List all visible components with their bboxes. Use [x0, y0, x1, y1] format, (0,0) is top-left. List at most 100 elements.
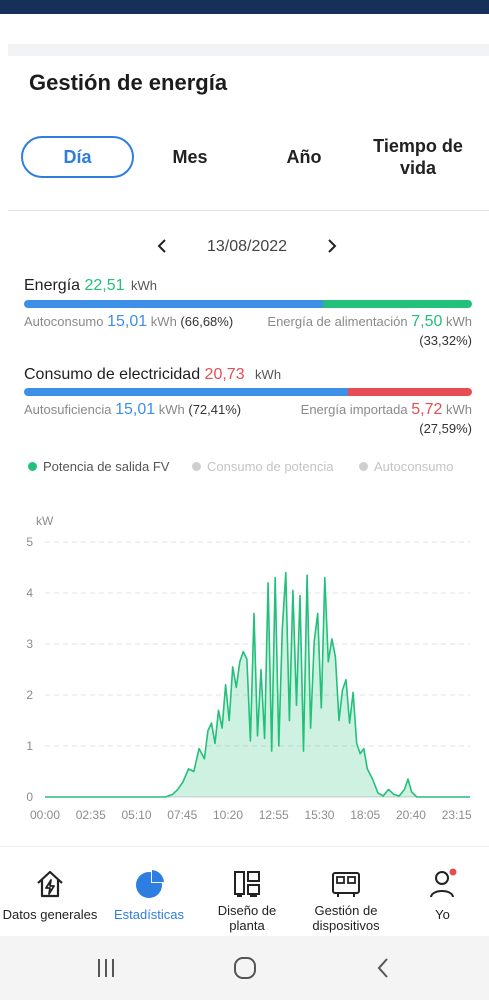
tabs-divider: [8, 210, 489, 211]
back-chevron-icon: [377, 958, 388, 978]
bottom-navigation: Datos generales Estadísticas Diseño de p…: [0, 846, 489, 936]
self-sufficiency-label: Autosuficiencia: [24, 402, 112, 417]
recent-apps-button[interactable]: [86, 952, 126, 984]
self-sufficiency-unit: kWh: [158, 402, 185, 417]
next-day-button[interactable]: [322, 236, 342, 256]
status-bar: [0, 0, 489, 14]
back-button[interactable]: [364, 952, 404, 984]
home-bolt-icon: [33, 867, 67, 901]
x-tick-label: 12:55: [259, 808, 289, 822]
layout-icon: [230, 867, 264, 901]
feed-in-value: 7,50: [411, 313, 443, 330]
energy-split-bar: [24, 300, 472, 308]
tab-day[interactable]: Día: [21, 136, 134, 178]
imported-label: Energía importada: [300, 402, 408, 417]
consumption-split-bar: [24, 388, 472, 396]
feed-in-stat: Energía de alimentación 7,50 kWh: [267, 313, 472, 331]
page-title: Gestión de energía: [29, 70, 228, 95]
system-navigation-bar: [0, 936, 489, 1000]
nav-device-management[interactable]: Gestión de dispositivos: [296, 847, 396, 937]
y-tick-label: 2: [26, 688, 33, 702]
home-circle-icon: [234, 957, 256, 979]
legend-self-consumption-label: Autoconsumo: [374, 459, 454, 474]
x-tick-label: 02:35: [76, 808, 106, 822]
legend-power-consumption-label: Consumo de potencia: [207, 459, 334, 474]
self-use-value: 15,01: [107, 313, 148, 330]
imported-stat: Energía importada 5,72 kWh: [301, 401, 472, 419]
self-use-unit: kWh: [150, 314, 177, 329]
legend-dot-icon: [28, 462, 37, 471]
self-sufficiency-stat: Autosuficiencia 15,01 kWh (72,41%): [24, 401, 241, 419]
device-icon: [329, 867, 363, 901]
recent-apps-icon: [98, 959, 114, 977]
legend-self-consumption[interactable]: Autoconsumo: [359, 459, 454, 474]
imported-unit: kWh: [446, 402, 472, 417]
self-sufficiency-percent: (72,41%): [188, 402, 242, 417]
self-sufficiency-value: 15,01: [115, 401, 156, 418]
current-date[interactable]: 13/08/2022: [206, 238, 288, 255]
self-use-segment: [24, 300, 323, 308]
y-tick-label: 4: [26, 586, 33, 600]
x-tick-label: 23:15: [442, 808, 472, 822]
nav-overview[interactable]: Datos generales: [0, 847, 100, 937]
nav-plant-layout[interactable]: Diseño de planta: [198, 847, 296, 937]
legend-pv-output-label: Potencia de salida FV: [43, 459, 170, 474]
x-tick-label: 07:45: [167, 808, 197, 822]
x-tick-label: 15:30: [304, 808, 334, 822]
energy-unit: kWh: [131, 278, 157, 293]
self-use-percent: (66,68%): [180, 314, 234, 329]
pv-output-chart[interactable]: kW 0 1 2 3 4 5 00:00 02:35 05:10 07:45 10:20 12:55…: [0, 508, 489, 830]
tab-year-label: Año: [286, 147, 322, 167]
y-tick-label: 1: [26, 739, 33, 753]
series-line: [45, 571, 470, 798]
tab-month-label: Mes: [172, 147, 208, 167]
chevron-right-icon: [328, 239, 337, 253]
tab-lifetime[interactable]: Tiempo de vida: [364, 133, 472, 181]
imported-percent: (27,59%): [419, 421, 472, 436]
y-tick-label: 3: [26, 637, 33, 651]
nav-statistics[interactable]: Estadísticas: [100, 847, 198, 937]
y-tick-label: 0: [26, 790, 33, 804]
x-tick-label: 10:20: [213, 808, 243, 822]
imported-segment: [348, 388, 472, 396]
consumption-value: 20,73: [204, 366, 245, 383]
home-button[interactable]: [225, 952, 265, 984]
energy-value: 22,51: [84, 277, 125, 294]
legend-pv-output[interactable]: Potencia de salida FV: [28, 459, 169, 474]
header-separator: [8, 44, 489, 56]
imported-value: 5,72: [411, 401, 443, 418]
feed-in-unit: kWh: [446, 314, 472, 329]
tab-day-label: Día: [63, 147, 92, 167]
previous-day-button[interactable]: [152, 236, 172, 256]
feed-in-percent: (33,32%): [419, 333, 472, 348]
self-use-label: Autoconsumo: [24, 314, 104, 329]
nav-me[interactable]: Yo: [396, 847, 489, 937]
tab-year[interactable]: Año: [254, 136, 354, 178]
date-navigator: 13/08/2022: [0, 232, 489, 262]
user-icon: [426, 867, 460, 901]
feed-in-segment: [322, 300, 472, 308]
consumption-label: Consumo de electricidad: [24, 366, 201, 383]
nav-me-label: Yo: [435, 907, 450, 922]
period-tabs: Día Mes Año Tiempo de vida: [0, 133, 489, 187]
legend-power-consumption[interactable]: Consumo de potencia: [192, 459, 333, 474]
consumption-unit: kWh: [255, 367, 282, 382]
feed-in-label: Energía de alimentación: [267, 314, 408, 329]
chevron-left-icon: [157, 239, 166, 253]
x-tick-label: 20:40: [396, 808, 426, 822]
consumption-title: Consumo de electricidad 20,73 kWh: [24, 366, 281, 384]
chart-legend: Potencia de salida FV Consumo de potenci…: [28, 459, 488, 477]
self-sufficiency-segment: [24, 388, 349, 396]
energy-title: Energía 22,51 kWh: [24, 277, 157, 295]
nav-statistics-label: Estadísticas: [113, 907, 185, 922]
x-tick-label: 05:10: [121, 808, 151, 822]
pie-chart-icon: [132, 867, 166, 901]
series-area: [45, 572, 470, 797]
legend-dot-icon: [192, 462, 201, 471]
self-use-stat: Autoconsumo 15,01 kWh (66,68%): [24, 313, 233, 331]
y-axis-unit: kW: [36, 514, 54, 528]
tab-month[interactable]: Mes: [140, 136, 240, 178]
tab-lifetime-label: Tiempo de vida: [373, 136, 463, 178]
nav-device-management-label: Gestión de dispositivos: [312, 903, 380, 933]
y-tick-label: 5: [26, 535, 33, 549]
